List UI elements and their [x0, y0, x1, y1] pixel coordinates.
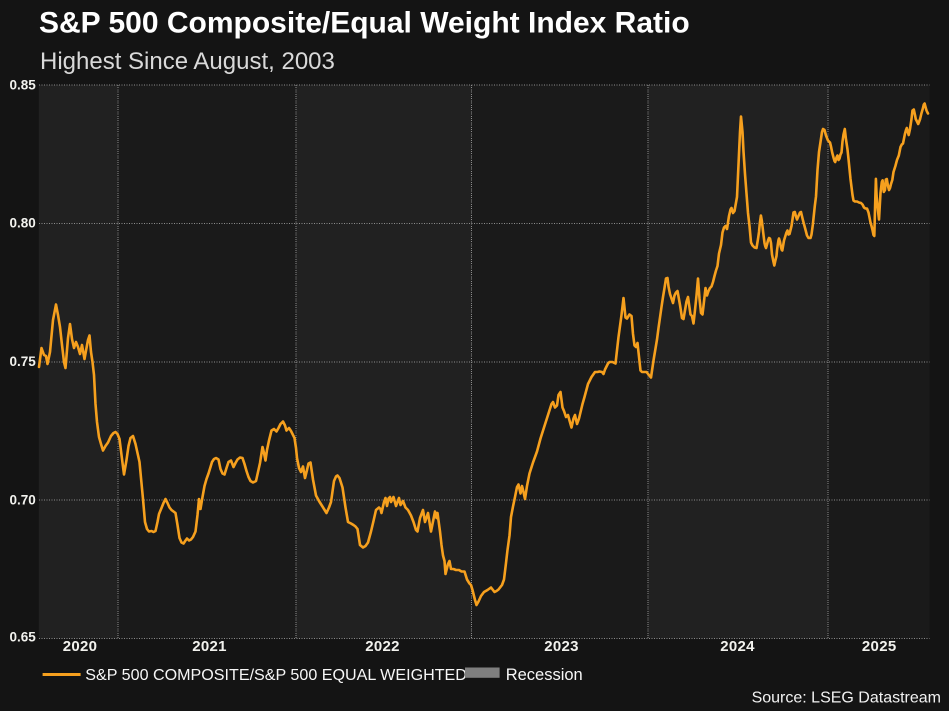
svg-text:0.85: 0.85	[10, 77, 37, 92]
svg-text:2023: 2023	[544, 638, 579, 655]
svg-text:0.80: 0.80	[10, 216, 36, 231]
svg-text:0.65: 0.65	[10, 630, 37, 645]
svg-text:2025: 2025	[862, 638, 897, 655]
svg-text:Recession: Recession	[506, 666, 583, 684]
svg-text:Source: LSEG Datastream: Source: LSEG Datastream	[752, 689, 941, 706]
svg-text:2022: 2022	[365, 638, 400, 655]
svg-text:2024: 2024	[720, 638, 755, 655]
svg-text:Highest Since August, 2003: Highest Since August, 2003	[40, 48, 335, 75]
svg-text:0.75: 0.75	[10, 354, 37, 369]
svg-text:2021: 2021	[192, 638, 227, 655]
svg-text:S&P 500 COMPOSITE/S&P 500 EQUA: S&P 500 COMPOSITE/S&P 500 EQUAL WEIGHTED	[85, 666, 467, 684]
svg-text:2020: 2020	[63, 638, 98, 655]
svg-text:0.70: 0.70	[10, 493, 36, 508]
svg-text:S&P 500 Composite/Equal Weight: S&P 500 Composite/Equal Weight Index Rat…	[39, 7, 690, 40]
